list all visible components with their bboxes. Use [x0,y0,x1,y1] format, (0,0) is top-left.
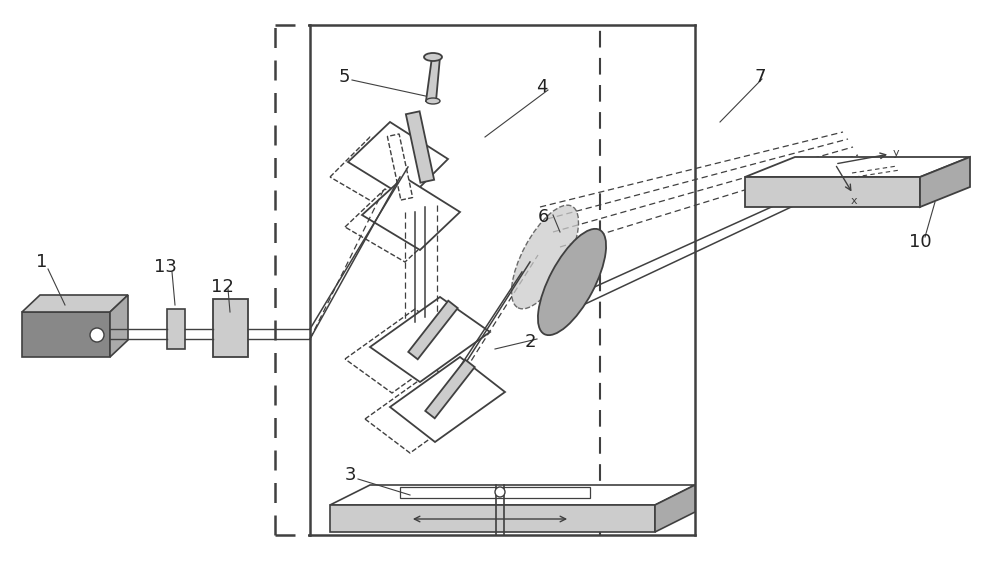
Polygon shape [167,309,185,349]
Polygon shape [390,357,505,442]
Polygon shape [213,299,248,357]
Ellipse shape [511,205,579,309]
Polygon shape [400,487,590,498]
Text: 3: 3 [344,466,356,484]
Polygon shape [22,295,128,312]
Text: 5: 5 [338,68,350,86]
Text: 6: 6 [537,208,549,226]
Circle shape [495,487,505,497]
Polygon shape [426,57,440,101]
Text: y: y [893,148,900,158]
Polygon shape [110,295,128,357]
Polygon shape [408,301,458,359]
Polygon shape [387,134,413,200]
Circle shape [90,328,104,342]
Polygon shape [425,359,475,418]
Polygon shape [362,177,460,250]
Polygon shape [330,505,655,532]
Text: 2: 2 [524,333,536,351]
Ellipse shape [424,53,442,61]
Polygon shape [745,177,920,207]
Text: 10: 10 [909,233,931,251]
Ellipse shape [538,229,606,335]
Text: x: x [851,196,858,206]
Polygon shape [330,485,695,505]
Ellipse shape [426,98,440,104]
Polygon shape [22,312,110,357]
Polygon shape [655,485,695,532]
Polygon shape [365,369,480,453]
Polygon shape [330,137,430,212]
Text: 7: 7 [754,68,766,86]
Polygon shape [345,189,445,262]
Text: 1: 1 [36,253,48,271]
Polygon shape [348,122,448,199]
Polygon shape [920,157,970,207]
Text: 13: 13 [154,258,176,276]
Polygon shape [370,297,490,382]
Polygon shape [745,157,970,177]
Text: 4: 4 [536,78,548,96]
Polygon shape [345,309,462,393]
Text: 12: 12 [211,278,233,296]
Polygon shape [406,111,434,183]
